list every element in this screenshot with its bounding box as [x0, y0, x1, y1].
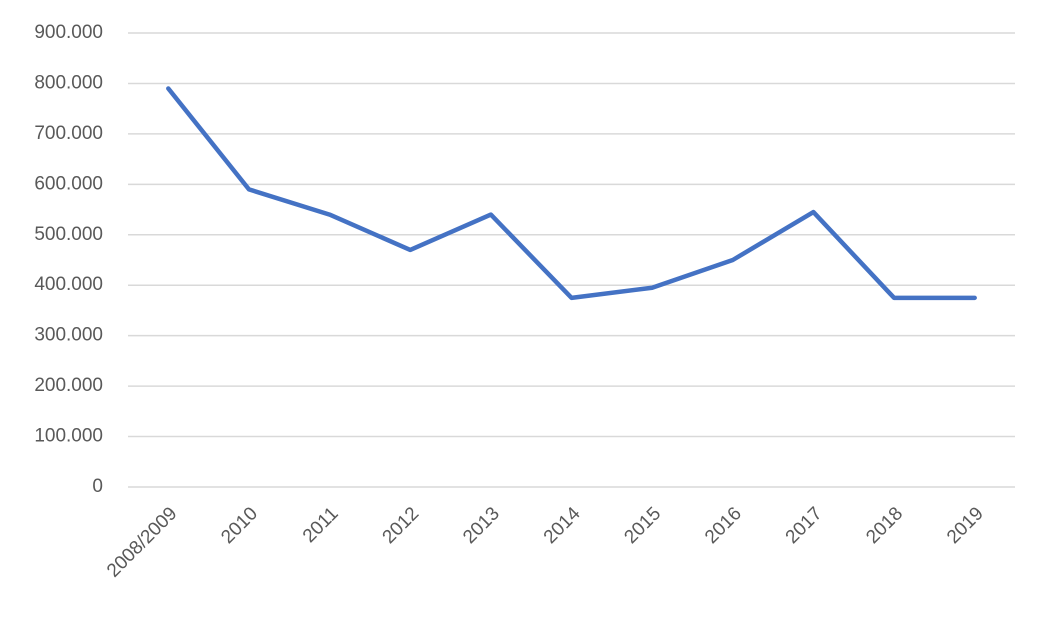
y-tick-label: 0: [92, 476, 103, 497]
y-tick-label: 200.000: [34, 375, 103, 396]
y-tick-label: 800.000: [34, 72, 103, 93]
x-tick-label: 2012: [379, 503, 424, 548]
y-tick-label: 500.000: [34, 224, 103, 245]
x-tick-label: 2010: [217, 503, 262, 548]
x-tick-label: 2011: [299, 503, 343, 547]
y-tick-label: 300.000: [34, 325, 103, 346]
x-tick-label: 2013: [459, 503, 504, 548]
x-tick-label: 2017: [782, 503, 827, 548]
x-tick-label: 2015: [620, 503, 665, 548]
y-tick-label: 900.000: [34, 22, 103, 43]
x-tick-label: 2014: [540, 503, 585, 548]
data-line: [166, 86, 977, 301]
y-tick-label: 400.000: [34, 274, 103, 295]
x-tick-label: 2018: [862, 503, 907, 548]
y-tick-label: 100.000: [34, 426, 103, 447]
y-tick-label: 600.000: [34, 173, 103, 194]
x-tick-label: 2016: [701, 503, 746, 548]
y-tick-label: 700.000: [34, 123, 103, 144]
x-tick-label: 2019: [943, 503, 988, 548]
x-tick-label: 2008/2009: [103, 503, 181, 581]
